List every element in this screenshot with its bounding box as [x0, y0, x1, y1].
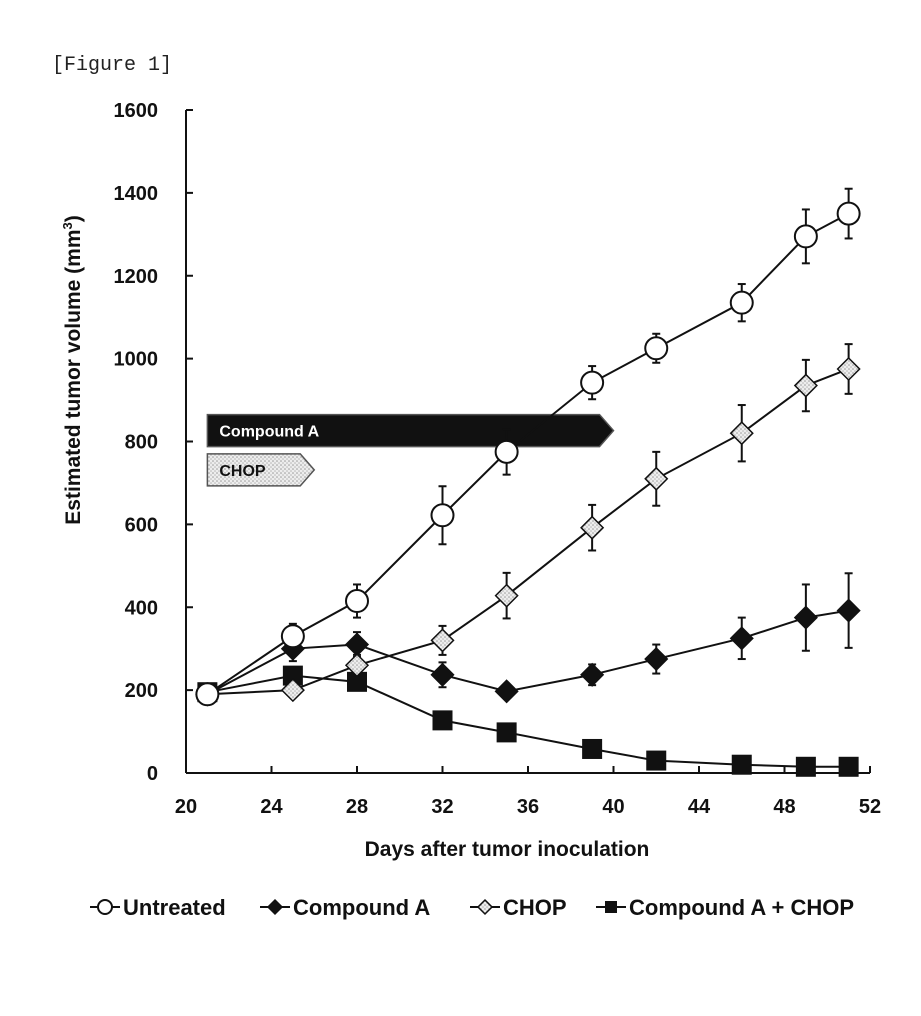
data-point — [645, 648, 667, 670]
legend-label: Untreated — [123, 895, 226, 920]
annotation-label: Compound A — [219, 424, 319, 441]
x-tick-label: 32 — [431, 796, 453, 818]
data-point — [796, 757, 816, 777]
legend-label: Compound A + CHOP — [629, 895, 854, 920]
y-axis-title-superscript: 3 — [60, 222, 75, 229]
data-point — [433, 710, 453, 730]
x-tick-label: 40 — [602, 796, 624, 818]
data-point — [838, 600, 860, 622]
data-point — [432, 664, 454, 686]
x-tick-label: 36 — [517, 796, 539, 818]
data-point — [731, 422, 753, 444]
x-tick-label: 44 — [688, 796, 711, 818]
x-tick-label: 28 — [346, 796, 368, 818]
legend-marker — [605, 901, 617, 913]
series-line — [207, 611, 848, 695]
x-tick-label: 48 — [773, 796, 795, 818]
data-point — [282, 625, 304, 647]
data-point — [645, 337, 667, 359]
legend-item: Compound A + CHOP — [596, 895, 854, 920]
data-point — [838, 358, 860, 380]
y-tick-label: 400 — [125, 597, 158, 619]
data-point — [432, 504, 454, 526]
legend-item: Untreated — [90, 895, 226, 920]
legend-label: CHOP — [503, 895, 567, 920]
data-point — [795, 225, 817, 247]
y-tick-label: 1000 — [114, 349, 159, 371]
data-point — [496, 680, 518, 702]
data-point — [196, 683, 218, 705]
data-point — [838, 203, 860, 225]
legend-marker — [98, 900, 112, 914]
data-point — [496, 441, 518, 463]
y-tick-label: 200 — [125, 680, 158, 702]
data-point — [839, 757, 859, 777]
legend-marker — [478, 900, 492, 914]
data-point — [432, 629, 454, 651]
data-point — [646, 751, 666, 771]
y-axis-title: Estimated tumor volume (mm3) — [60, 215, 85, 524]
data-point — [582, 739, 602, 759]
data-point — [346, 590, 368, 612]
data-point — [581, 517, 603, 539]
data-point — [731, 292, 753, 314]
x-tick-label: 20 — [175, 796, 197, 818]
legend-item: Compound A — [260, 895, 430, 920]
series-line — [207, 214, 848, 695]
y-tick-label: 800 — [125, 432, 158, 454]
data-point — [731, 627, 753, 649]
x-tick-label: 52 — [859, 796, 881, 818]
data-point — [581, 664, 603, 686]
annotation-label: CHOP — [219, 463, 266, 480]
data-point — [346, 634, 368, 656]
data-point — [581, 372, 603, 394]
x-axis-title: Days after tumor inoculation — [365, 838, 650, 861]
y-tick-label: 1600 — [114, 100, 159, 122]
data-point — [496, 585, 518, 607]
data-point — [795, 607, 817, 629]
x-tick-label: 24 — [260, 796, 283, 818]
y-tick-label: 600 — [125, 514, 158, 536]
data-point — [732, 755, 752, 775]
legend-label: Compound A — [293, 895, 430, 920]
y-tick-label: 1200 — [114, 266, 159, 288]
treatment-annotations: Compound A CHOP — [207, 415, 613, 486]
data-point — [645, 468, 667, 490]
legend: Untreated Compound A CHOP Compound A + CHOP — [90, 895, 854, 920]
data-point — [497, 722, 517, 742]
data-point — [795, 375, 817, 397]
legend-marker — [268, 900, 282, 914]
y-tick-label: 0 — [147, 763, 158, 785]
y-tick-label: 1400 — [114, 183, 159, 205]
legend-item: CHOP — [470, 895, 567, 920]
